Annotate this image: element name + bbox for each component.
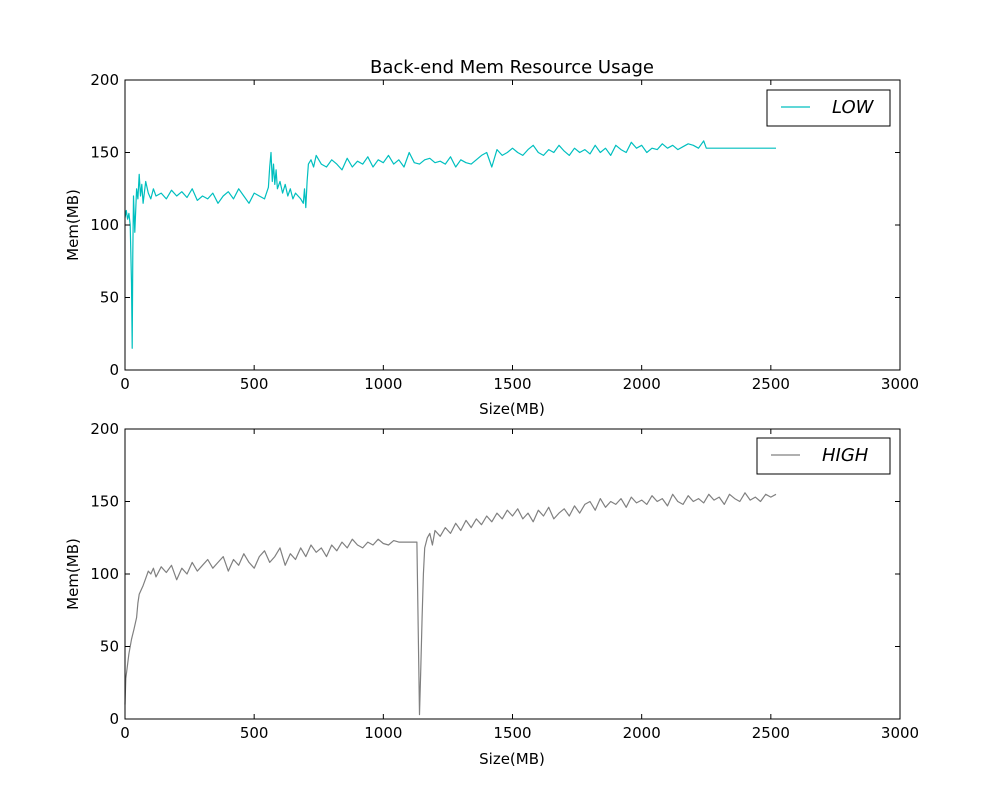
y-tick-label: 100 — [90, 565, 119, 583]
x-tick-label: 2000 — [623, 724, 661, 742]
x-tick-label: 0 — [120, 375, 130, 393]
y-tick-label: 0 — [109, 710, 119, 728]
legend-label-low: LOW — [832, 97, 875, 118]
legend-box-high — [756, 437, 891, 475]
subplot-high: 0 500 1000 1500 2000 2500 3000 0 50 100 150 200 Si… — [64, 420, 919, 768]
plot-area-low — [124, 140, 776, 349]
y-tick-label: 150 — [90, 144, 119, 162]
x-tick-label: 1000 — [364, 375, 402, 393]
x-tick-label: 3000 — [881, 724, 919, 742]
x-tick-label: 1500 — [493, 724, 531, 742]
x-tick-label: 500 — [240, 375, 269, 393]
y-axis-low: 0 50 100 150 200 — [90, 71, 900, 379]
y-axis-label-high: Mem(MB) — [64, 538, 82, 610]
legend-label-high: HIGH — [822, 445, 869, 466]
legend-high: HIGH — [756, 437, 891, 475]
y-tick-label: 50 — [100, 289, 119, 307]
subplot-low: 0 500 1000 1500 2000 2500 3000 0 50 100 150 200 Si… — [64, 71, 919, 418]
x-tick-label: 1000 — [364, 724, 402, 742]
y-tick-label: 100 — [90, 216, 119, 234]
plot-area-high — [124, 492, 777, 716]
x-tick-label: 0 — [120, 724, 130, 742]
x-axis-low: 0 500 1000 1500 2000 2500 3000 — [120, 80, 919, 393]
y-tick-label: 200 — [90, 71, 119, 89]
x-tick-label: 2000 — [623, 375, 661, 393]
x-tick-label: 500 — [240, 724, 269, 742]
legend-low: LOW — [766, 89, 891, 127]
y-tick-label: 50 — [100, 638, 119, 656]
x-tick-label: 3000 — [881, 375, 919, 393]
y-axis-label-low: Mem(MB) — [64, 189, 82, 261]
series-line-high — [124, 492, 777, 716]
legend-box-low — [766, 89, 891, 127]
x-axis-high: 0 500 1000 1500 2000 2500 3000 — [120, 429, 919, 742]
y-tick-label: 200 — [90, 420, 119, 438]
series-line-low — [124, 140, 776, 349]
x-tick-label: 2500 — [752, 724, 790, 742]
y-axis-high: 0 50 100 150 200 — [90, 420, 900, 728]
x-tick-label: 1500 — [493, 375, 531, 393]
x-tick-label: 2500 — [752, 375, 790, 393]
y-tick-label: 0 — [109, 361, 119, 379]
chart-title: Back-end Mem Resource Usage — [370, 57, 654, 78]
x-axis-label-low: Size(MB) — [479, 400, 545, 418]
x-axis-label-high: Size(MB) — [479, 750, 545, 768]
y-tick-label: 150 — [90, 493, 119, 511]
